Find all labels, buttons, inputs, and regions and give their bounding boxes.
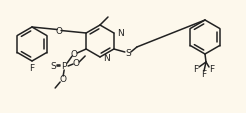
Text: O: O xyxy=(60,75,67,84)
Text: N: N xyxy=(117,28,123,37)
Text: F: F xyxy=(209,65,215,74)
Text: F: F xyxy=(30,63,34,72)
Text: F: F xyxy=(193,65,199,74)
Text: P: P xyxy=(62,62,67,71)
Text: S: S xyxy=(50,62,56,71)
Text: F: F xyxy=(201,70,207,79)
Text: N: N xyxy=(103,54,110,63)
Text: O: O xyxy=(56,26,62,35)
Text: S: S xyxy=(125,49,131,58)
Text: O: O xyxy=(71,50,78,59)
Text: O: O xyxy=(73,59,80,68)
